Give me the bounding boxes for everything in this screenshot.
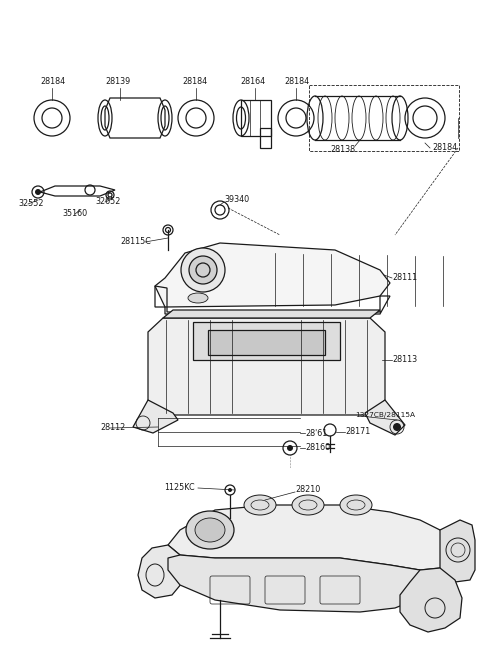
Polygon shape (155, 243, 390, 307)
Ellipse shape (292, 495, 324, 515)
Text: 28210: 28210 (295, 486, 320, 495)
Circle shape (35, 189, 41, 195)
Polygon shape (133, 400, 178, 433)
Text: 32552: 32552 (18, 200, 44, 208)
Text: 28184: 28184 (432, 143, 457, 152)
Text: 28111: 28111 (392, 273, 417, 283)
Text: 28139: 28139 (105, 78, 130, 87)
Ellipse shape (340, 495, 372, 515)
Polygon shape (208, 330, 325, 355)
Circle shape (228, 488, 232, 492)
Polygon shape (148, 318, 385, 415)
Text: 1327CB/28115A: 1327CB/28115A (355, 412, 415, 418)
Text: 35160: 35160 (62, 210, 87, 219)
Text: 32652: 32652 (95, 198, 120, 206)
Text: 28113: 28113 (392, 355, 417, 365)
Polygon shape (168, 505, 450, 570)
Ellipse shape (181, 248, 225, 292)
Ellipse shape (186, 511, 234, 549)
Text: 28171: 28171 (345, 428, 370, 436)
Text: 28184: 28184 (40, 78, 65, 87)
Text: 28164: 28164 (240, 78, 265, 87)
Polygon shape (138, 545, 182, 598)
Text: 28138: 28138 (330, 145, 355, 154)
Polygon shape (400, 568, 462, 632)
Polygon shape (163, 310, 380, 318)
Text: 28184: 28184 (284, 78, 309, 87)
Text: 28112: 28112 (100, 424, 125, 432)
Text: 28184: 28184 (182, 78, 207, 87)
Text: 28115C: 28115C (120, 237, 151, 246)
Polygon shape (365, 400, 405, 435)
Polygon shape (440, 520, 475, 582)
Ellipse shape (188, 293, 208, 303)
Text: 28160: 28160 (305, 443, 330, 453)
Circle shape (287, 445, 293, 451)
Text: 28'61: 28'61 (305, 428, 327, 438)
Ellipse shape (195, 518, 225, 542)
Text: 39340: 39340 (224, 196, 249, 204)
Text: 1125KC: 1125KC (164, 482, 195, 491)
Polygon shape (168, 555, 420, 612)
Circle shape (393, 423, 401, 431)
Ellipse shape (244, 495, 276, 515)
Ellipse shape (189, 256, 217, 284)
Polygon shape (193, 322, 340, 360)
